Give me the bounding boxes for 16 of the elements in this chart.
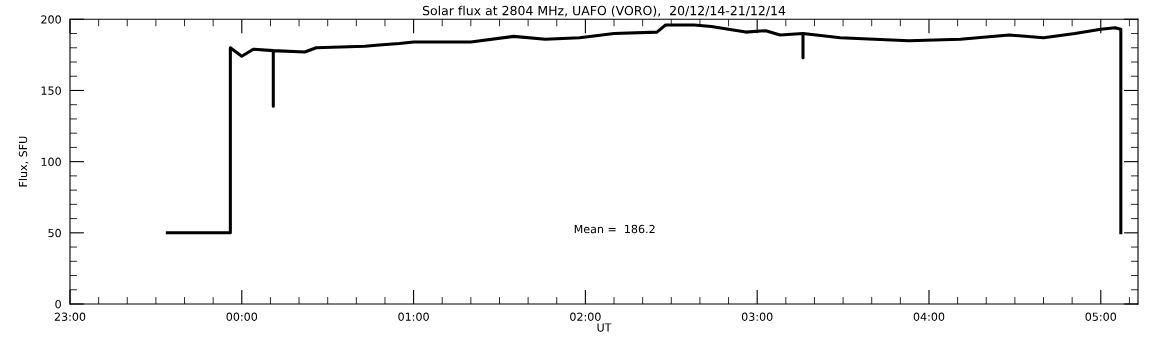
x-tick-label: 03:00 <box>741 312 773 321</box>
x-tick-label: 23:00 <box>54 312 86 321</box>
x-tick-label: 04:00 <box>913 312 945 321</box>
chart-title: Solar flux at 2804 MHz, UAFO (VORO), 20/12/14-21/12/14 <box>422 5 786 17</box>
x-axis-title: UT <box>597 323 612 332</box>
y-tick-label: 150 <box>41 86 61 95</box>
x-tick-label: 05:00 <box>1085 312 1117 321</box>
x-tick-label: 02:00 <box>570 312 601 321</box>
y-tick-label: 50 <box>48 228 61 238</box>
y-tick-label: 100 <box>41 157 61 167</box>
x-tick-label: 00:00 <box>226 312 258 321</box>
y-tick-label: 200 <box>41 15 61 24</box>
y-tick-label: 0 <box>55 299 61 309</box>
y-axis-title: Flux, SFU <box>18 136 29 187</box>
x-tick-label: 01:00 <box>398 312 429 321</box>
annotation: Mean = 186.2 <box>574 224 655 234</box>
